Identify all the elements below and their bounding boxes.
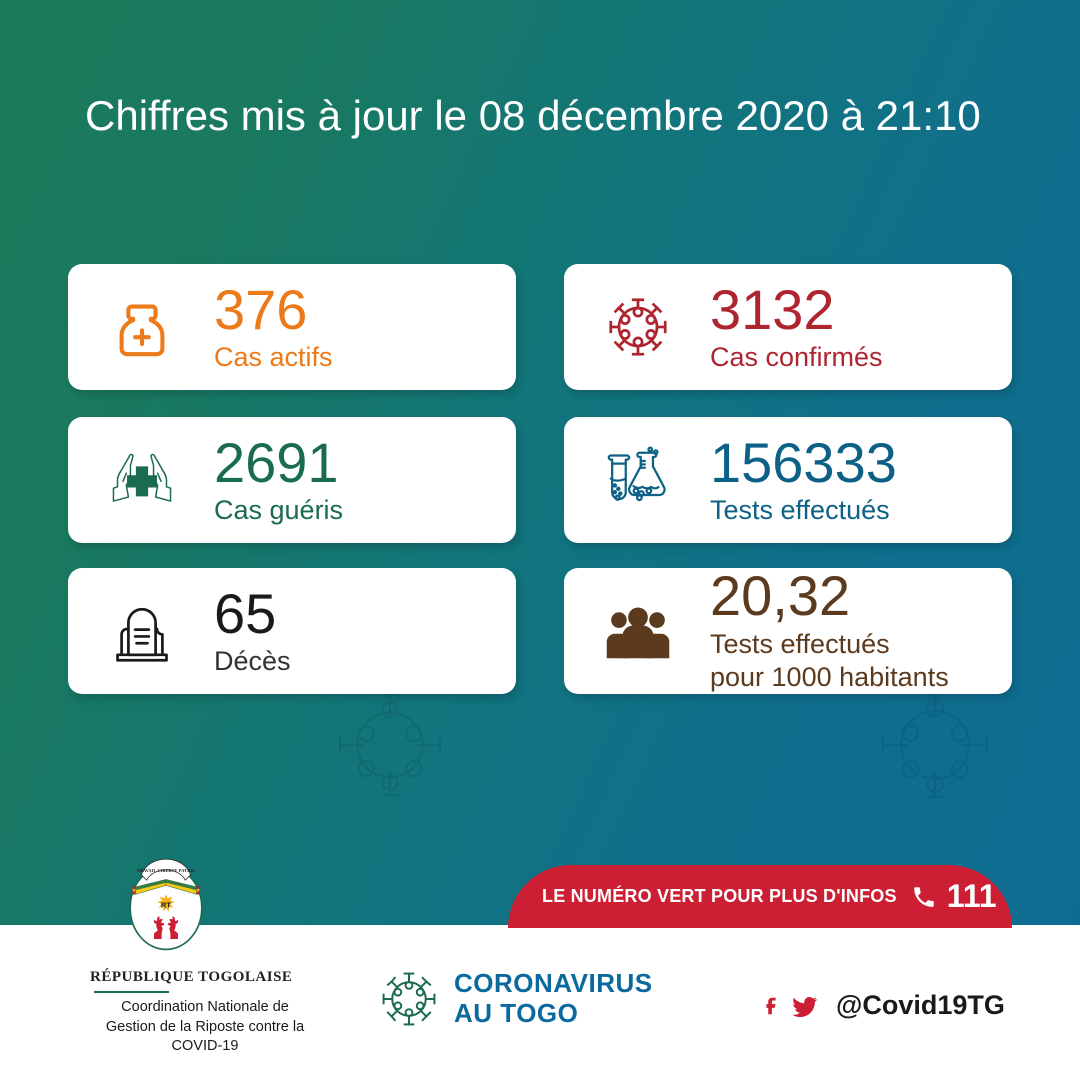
svg-text:RT: RT	[161, 901, 171, 910]
svg-text:TRAVAIL LIBERTE PATRIE: TRAVAIL LIBERTE PATRIE	[137, 868, 196, 873]
